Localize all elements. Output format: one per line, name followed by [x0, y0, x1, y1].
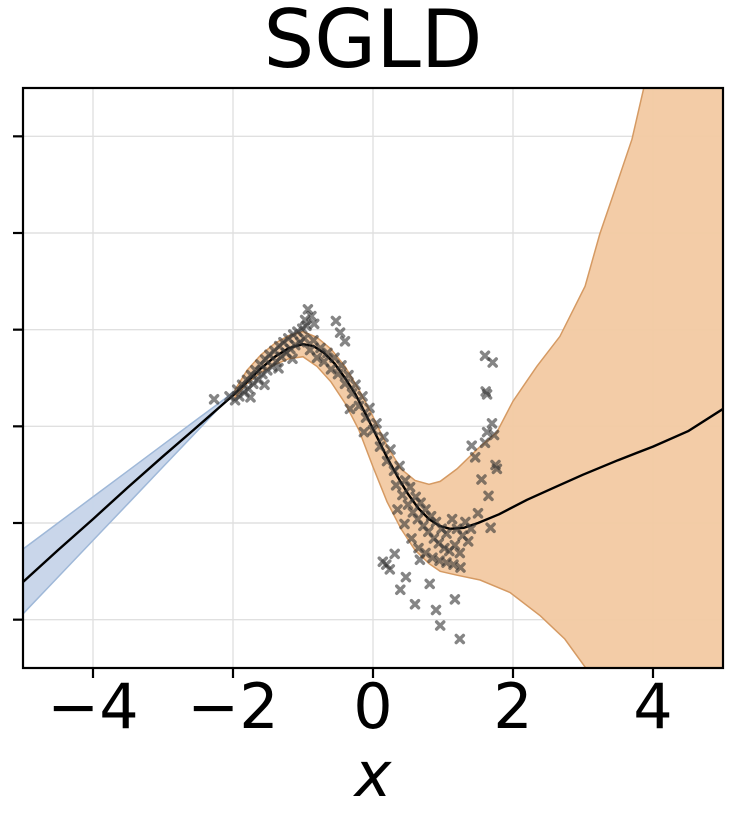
x-axis-tick-labels: −4 −2 0 2 4 [0, 676, 742, 742]
data-point-marker [397, 489, 408, 501]
data-point-marker [381, 455, 393, 467]
data-point-marker [491, 463, 503, 475]
data-point-marker [455, 562, 466, 573]
data-point-marker [389, 548, 400, 560]
data-point-marker [394, 460, 405, 472]
data-point-marker [385, 444, 396, 455]
data-point-marker [311, 352, 323, 363]
data-point-marker [273, 363, 284, 374]
data-point-marker [427, 552, 438, 564]
data-point-marker [483, 490, 494, 502]
data-point-marker [360, 412, 372, 423]
data-point-marker [446, 513, 458, 525]
tick-marks [13, 135, 655, 678]
x-tick-label: 0 [353, 670, 393, 743]
data-point-marker [334, 327, 346, 338]
data-point-marker [259, 379, 270, 391]
data-point-marker [395, 584, 406, 595]
plot-title: SGLD [263, 0, 483, 86]
data-point-marker [479, 350, 491, 362]
data-point-marker [318, 356, 330, 367]
x-tick-label: −4 [47, 670, 139, 743]
data-point-marker [374, 441, 386, 452]
data-point-marker [392, 504, 403, 515]
data-point-marker [488, 429, 500, 441]
predictive-uncertainty-band [234, 88, 723, 668]
data-point-marker [371, 418, 382, 429]
extrapolation-band-left [23, 383, 243, 615]
data-point-marker [367, 424, 379, 436]
data-point-marker [308, 318, 320, 330]
data-point-marker [400, 571, 412, 583]
data-point-marker [434, 620, 446, 631]
observations [208, 304, 503, 645]
x-tick-label: 2 [493, 670, 533, 743]
data-point-marker [364, 402, 375, 414]
data-point-marker [404, 481, 416, 493]
data-point-marker [469, 452, 481, 463]
x-axis-label: x [354, 738, 392, 811]
data-point-marker [343, 369, 354, 381]
mean-prediction [23, 343, 723, 583]
data-point-marker [353, 400, 365, 412]
data-point-marker [485, 522, 496, 534]
data-point-marker [350, 379, 361, 391]
data-point-marker [481, 389, 493, 400]
data-point-marker [406, 533, 417, 544]
data-point-marker [479, 437, 491, 449]
data-point-marker [332, 368, 344, 380]
data-point-marker [414, 554, 426, 565]
data-point-marker [336, 360, 347, 371]
data-point-marker [390, 480, 402, 491]
data-point-marker [302, 304, 314, 315]
data-point-marker [465, 523, 477, 535]
x-tick-label: 4 [633, 670, 673, 743]
data-point-marker [449, 539, 461, 551]
data-point-marker [448, 559, 459, 570]
data-point-marker [430, 604, 442, 616]
data-point-marker [487, 357, 498, 368]
data-point-marker [299, 333, 310, 344]
data-point-marker [308, 335, 319, 346]
data-point-marker [454, 547, 466, 559]
data-point-marker [486, 418, 498, 429]
data-point-marker [339, 336, 351, 347]
data-point-marker [454, 633, 466, 645]
plot-border [21, 86, 725, 670]
data-point-marker [287, 353, 298, 364]
data-point-marker [208, 394, 220, 405]
data-point-marker [424, 578, 435, 590]
data-point-marker [245, 392, 256, 403]
data-point-marker [378, 431, 389, 443]
data-point-marker [339, 378, 351, 390]
data-point-marker [409, 598, 421, 610]
data-point-marker [358, 426, 370, 438]
data-point-marker [441, 528, 452, 539]
data-point-marker [462, 536, 474, 547]
data-point-marker [299, 314, 311, 326]
data-point-marker [344, 403, 356, 415]
data-point-marker [384, 564, 396, 575]
data-point-marker [399, 518, 410, 530]
data-point-marker [449, 594, 461, 605]
x-tick-label: −2 [187, 670, 279, 743]
data-point-marker [346, 388, 358, 399]
data-point-marker [304, 344, 316, 356]
data-point-marker [402, 499, 414, 510]
data-point-marker [329, 352, 340, 363]
data-point-marker [481, 426, 493, 438]
data-point-marker [472, 508, 484, 519]
data-point-marker [357, 391, 368, 402]
data-point-marker [476, 474, 487, 485]
data-point-marker [330, 315, 342, 327]
plot-svg [13, 86, 725, 678]
data-point-marker [466, 440, 477, 451]
